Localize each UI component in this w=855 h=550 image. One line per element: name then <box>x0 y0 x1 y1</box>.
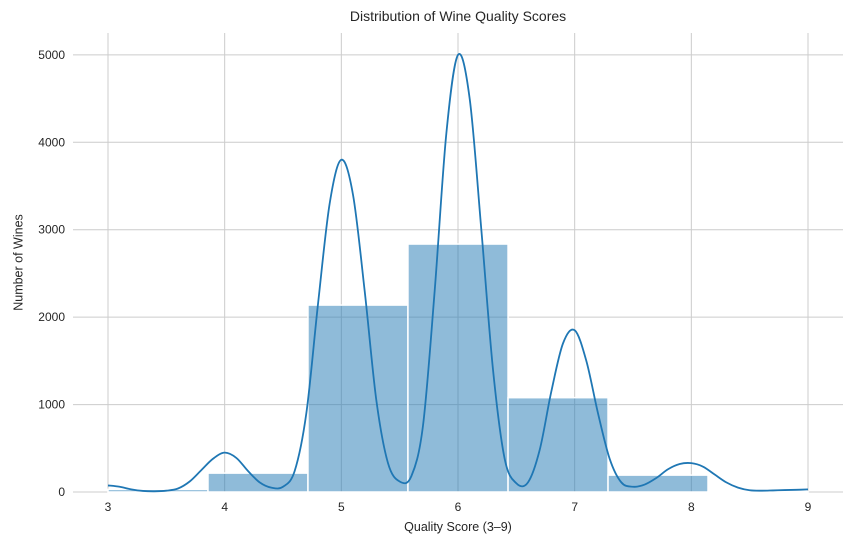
y-tick-label: 4000 <box>38 135 65 149</box>
x-tick-label: 5 <box>338 500 345 514</box>
chart-title: Distribution of Wine Quality Scores <box>350 8 566 24</box>
y-tick-label: 2000 <box>38 310 65 324</box>
x-tick-label: 8 <box>688 500 695 514</box>
x-tick-label: 4 <box>221 500 228 514</box>
x-tick-label: 7 <box>571 500 578 514</box>
x-tick-label: 3 <box>105 500 112 514</box>
x-axis-label: Quality Score (3–9) <box>404 520 512 534</box>
y-tick-label: 1000 <box>38 398 65 412</box>
histogram-bar <box>308 305 408 492</box>
histogram-bar <box>508 398 608 492</box>
x-tick-label: 9 <box>805 500 812 514</box>
x-tick-label: 6 <box>455 500 462 514</box>
y-tick-label: 5000 <box>38 48 65 62</box>
y-axis-label: Number of Wines <box>11 214 25 311</box>
bars-layer <box>108 244 808 492</box>
y-tick-label: 3000 <box>38 223 65 237</box>
y-tick-label: 0 <box>58 485 65 499</box>
